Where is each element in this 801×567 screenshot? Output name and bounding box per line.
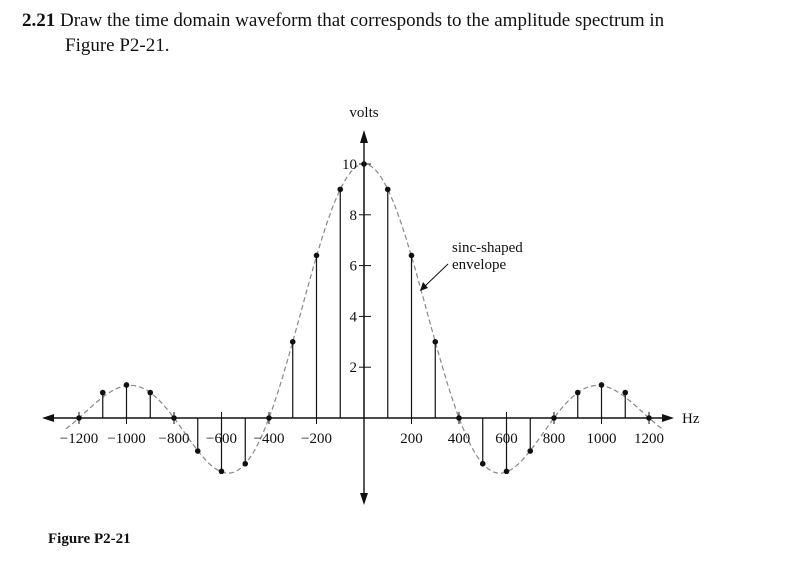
x-tick-label: −200: [301, 431, 332, 447]
x-tick-label: 200: [400, 431, 423, 447]
problem-statement: 2.21 Draw the time domain waveform that …: [22, 8, 792, 58]
x-axis-label: Hz: [682, 411, 700, 427]
spectrum-point: [289, 339, 296, 345]
y-axis-label: volts: [349, 105, 378, 121]
y-tick-label: 10: [342, 157, 357, 173]
x-tick-label: 1200: [634, 431, 664, 447]
spectrum-point: [479, 460, 486, 467]
spectrum-point: [503, 468, 510, 475]
spectrum-point: [646, 415, 652, 421]
envelope-label: envelope: [452, 257, 506, 273]
y-axis-arrow-up-icon: [360, 130, 368, 143]
spectrum-point: [123, 382, 130, 388]
x-axis-arrow-left-icon: [42, 414, 54, 422]
spectrum-point: [598, 382, 605, 388]
envelope-pointer-arrow-icon: [420, 282, 428, 291]
x-tick-label: −1200: [60, 431, 98, 447]
spectrum-point: [384, 186, 391, 193]
envelope-pointer-line: [423, 263, 449, 288]
spectrum-point: [218, 468, 225, 475]
spectrum-point: [76, 415, 82, 421]
x-tick-label: 1000: [587, 431, 617, 447]
problem-text-line2: Figure P2-21.: [65, 35, 170, 56]
x-tick-label: −1000: [107, 431, 145, 447]
spectrum-point: [313, 252, 320, 259]
x-tick-label: −800: [159, 431, 190, 447]
spectrum-point: [361, 161, 367, 167]
spectrum-point: [171, 415, 177, 421]
y-tick-label: 4: [350, 309, 358, 325]
y-tick-label: 8: [350, 208, 358, 224]
y-tick-label: 2: [350, 360, 358, 376]
spectrum-point: [527, 448, 534, 454]
figure-caption: Figure P2-21: [48, 531, 131, 547]
spectrum-point: [622, 389, 629, 396]
x-tick-label: 800: [543, 431, 566, 447]
spectrum-point: [242, 460, 249, 467]
spectrum-point: [99, 389, 106, 396]
x-tick-label: −400: [254, 431, 285, 447]
envelope-label: sinc-shaped: [452, 240, 523, 256]
spectrum-point: [194, 448, 201, 454]
spectrum-point: [266, 415, 272, 421]
x-axis-arrow-right-icon: [662, 414, 674, 422]
problem-number: 2.21: [22, 10, 56, 31]
spectrum-point: [432, 339, 439, 345]
problem-text-line1: Draw the time domain waveform that corre…: [60, 10, 665, 31]
spectrum-point: [551, 415, 557, 421]
x-tick-label: 400: [448, 431, 471, 447]
spectrum-point: [574, 389, 581, 396]
spectrum-point: [408, 252, 415, 259]
spectrum-point: [147, 389, 154, 396]
spectrum-point: [456, 415, 462, 421]
y-axis-arrow-down-icon: [360, 493, 368, 505]
spectrum-point: [337, 186, 344, 193]
y-tick-label: 6: [350, 259, 358, 275]
